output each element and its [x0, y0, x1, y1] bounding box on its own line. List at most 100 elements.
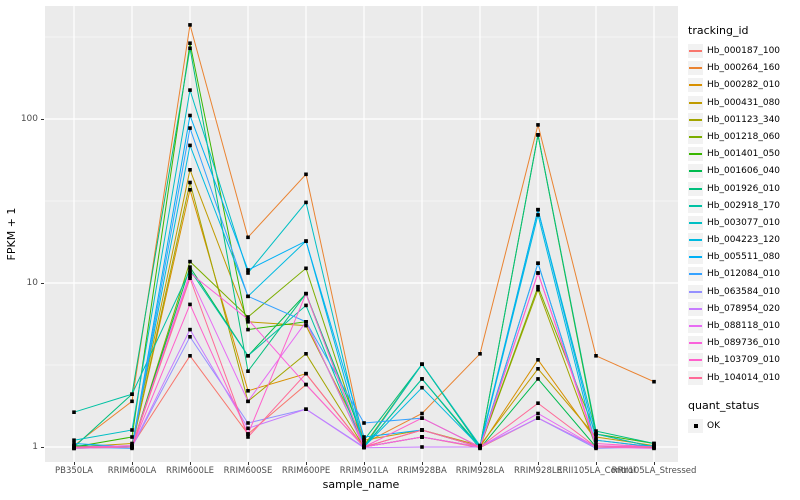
y-tick-label: 1 [32, 442, 38, 452]
legend-entry: Hb_000187_100 [688, 44, 800, 58]
legend-entry: Hb_078954_020 [688, 301, 800, 316]
x-tick-mark [74, 462, 75, 465]
x-tick-label: RRIM928LE [514, 466, 562, 476]
legend-entry: Hb_000264_160 [688, 61, 800, 76]
x-tick-mark [480, 462, 481, 465]
legend-key-square-icon [693, 423, 698, 428]
legend-entry-label: Hb_001606_040 [707, 166, 781, 177]
legend-key-line-icon [689, 325, 702, 327]
x-tick-mark [132, 462, 133, 465]
legend-key [688, 353, 703, 368]
legend-key-line-icon [689, 342, 702, 345]
legend-key [688, 336, 703, 351]
legend-entry: Hb_063584_010 [688, 284, 800, 299]
x-tick-label: RRIM600SE [223, 466, 273, 476]
x-tick-mark [654, 462, 655, 465]
legend-entry: Hb_001401_050 [688, 147, 800, 162]
x-tick-mark [248, 462, 249, 465]
legend-key [688, 284, 703, 299]
legend-entry-label: OK [707, 420, 720, 431]
legend-entry: Hb_001926_010 [688, 181, 800, 196]
legend-entry: Hb_103709_010 [688, 353, 800, 368]
legend-key [688, 198, 703, 213]
quant-status-entries: OK [688, 418, 800, 433]
legend-entry: Hb_005511_080 [688, 250, 800, 265]
x-tick-label: RRIM600LE [166, 466, 214, 476]
legend-entry: Hb_004223_120 [688, 233, 800, 248]
legend-key [688, 181, 703, 196]
legend-title-tracking-id: tracking_id [688, 24, 749, 37]
legend-entry: Hb_012084_010 [688, 267, 800, 282]
legend-key [688, 418, 703, 433]
legend-key [688, 370, 703, 385]
legend-key [688, 95, 703, 110]
legend-key [688, 267, 703, 282]
legend-key [688, 233, 703, 248]
x-tick-label: RRIM600LA [107, 466, 157, 476]
legend-key-line-icon [689, 307, 702, 310]
legend-key [688, 164, 703, 179]
y-tick-mark [41, 283, 44, 284]
legend-entry-label: Hb_000187_100 [707, 46, 781, 56]
x-tick-label: RRII105LA_Stressed [611, 466, 697, 476]
legend-entry-label: Hb_089736_010 [707, 338, 781, 349]
legend-key-line-icon [689, 170, 702, 173]
legend-entry-label: Hb_104014_010 [707, 372, 781, 383]
legend-entry-label: Hb_063584_010 [707, 286, 781, 297]
legend-entry-label: Hb_012084_010 [707, 269, 781, 280]
legend-key-line-icon [689, 256, 702, 259]
legend-entry: Hb_104014_010 [688, 370, 800, 385]
legend-title-quant-status: quant_status [688, 398, 760, 412]
x-tick-label: RRIM901LA [339, 466, 389, 476]
x-tick-label: RRIM600PE [281, 466, 331, 476]
legend-entry-label: Hb_078954_020 [707, 303, 781, 314]
x-tick-mark [190, 462, 191, 465]
x-tick-mark [306, 462, 307, 465]
legend-entry-label: Hb_001926_010 [707, 183, 781, 194]
legend-key [688, 250, 703, 265]
legend-quant-status: quant_status OK [688, 399, 800, 433]
legend-key-line-icon [689, 84, 702, 87]
legend-entry-label: Hb_103709_010 [707, 355, 781, 366]
legend-key-line-icon [689, 359, 702, 362]
legend-entries: Hb_000187_100 Hb_000264_160 Hb_000282_010 H… [688, 44, 800, 385]
legend-key-line-icon [689, 221, 702, 224]
legend-entry: Hb_001123_340 [688, 112, 800, 127]
legend-key [688, 129, 703, 144]
legend-entry-label: Hb_000282_010 [707, 80, 781, 91]
x-tick-mark [422, 462, 423, 465]
legend-entry: Hb_003077_010 [688, 215, 800, 230]
x-tick-mark [596, 462, 597, 465]
legend-entry-label: Hb_002918_170 [707, 200, 781, 211]
legend-key-line-icon [689, 187, 702, 190]
x-tick-mark [364, 462, 365, 465]
y-tick-label: 10 [26, 278, 38, 288]
y-tick-label: 100 [20, 114, 38, 124]
x-tick-mark [538, 462, 539, 465]
legend-entry-label: Hb_004223_120 [707, 235, 781, 246]
legend-key [688, 61, 703, 76]
legend-key [688, 112, 703, 127]
legend-entry: Hb_001218_060 [688, 129, 800, 144]
legend-entry-label: Hb_003077_010 [707, 217, 781, 228]
legend-key-line-icon [689, 273, 702, 276]
legend-key-line-icon [689, 239, 702, 242]
plot-panel [45, 6, 678, 462]
legend-entry-label: Hb_001123_340 [707, 114, 781, 125]
legend-key [688, 78, 703, 93]
legend-entry: Hb_000431_080 [688, 95, 800, 110]
legend-key-line-icon [689, 101, 702, 104]
legend-entry-label: Hb_001218_060 [707, 131, 781, 142]
y-tick-mark [41, 447, 44, 448]
x-tick-label: RRIM928LA [455, 466, 505, 476]
legend-entry: Hb_001606_040 [688, 164, 800, 179]
legend-key-line-icon [689, 204, 702, 207]
y-tick-mark [41, 119, 44, 120]
legend-entry: Hb_002918_170 [688, 198, 800, 213]
legend-key-line-icon [689, 118, 702, 121]
x-tick-label: RRII105LA_Control [556, 466, 636, 476]
legend-entry-label: Hb_088118_010 [707, 321, 781, 331]
legend-entry-label: Hb_000264_160 [707, 63, 781, 74]
legend-key [688, 147, 703, 162]
legend-key [688, 44, 703, 58]
